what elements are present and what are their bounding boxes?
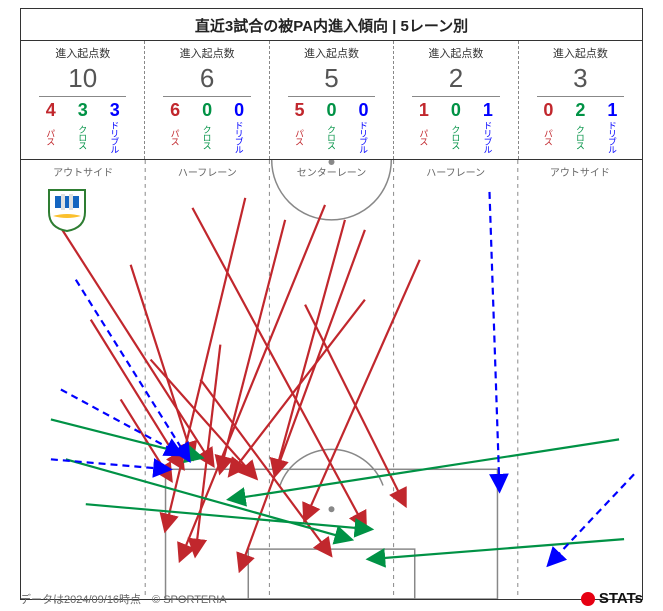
breakdown-item: 0 クロス (445, 101, 467, 153)
lane-breakdown: 6 パス 0 クロス 0 ドリブル (145, 101, 268, 153)
footer-right-text: STATs (599, 590, 643, 607)
arrow-pass (91, 320, 183, 468)
lane-column: 進入起点数 10 4 パス 3 クロス 3 ドリブル (21, 41, 145, 159)
breakdown-label: ドリブル (357, 121, 370, 153)
breakdown-label: ドリブル (606, 121, 619, 153)
lane-name-label: ハーフレーン (394, 164, 518, 179)
lanes-header: 進入起点数104パス3クロス3ドリブル進入起点数66パス0クロス0ドリブル進入起… (21, 40, 642, 159)
breakdown-item: 2 クロス (569, 101, 591, 153)
arrow-pass (275, 220, 345, 474)
lane-labels-row: アウトサイドハーフレーンセンターレーンハーフレーンアウトサイド (21, 164, 642, 179)
breakdown-value: 0 (451, 101, 461, 119)
breakdown-item: 1 パス (413, 101, 435, 153)
breakdown-value: 1 (607, 101, 617, 119)
lane-metric-label: 進入起点数 (21, 45, 144, 61)
breakdown-label: パス (293, 121, 306, 153)
breakdown-item: 6 パス (164, 101, 186, 153)
breakdown-value: 3 (110, 101, 120, 119)
lane-column: 進入起点数 5 5 パス 0 クロス 0 ドリブル (270, 41, 394, 159)
lane-breakdown: 5 パス 0 クロス 0 ドリブル (270, 101, 393, 153)
lane-metric-label: 進入起点数 (519, 45, 642, 61)
breakdown-item: 4 パス (40, 101, 62, 153)
breakdown-label: クロス (574, 121, 587, 153)
arrow-pass (195, 345, 220, 555)
arrow-cross (86, 504, 370, 529)
pitch-area: アウトサイドハーフレーンセンターレーンハーフレーンアウトサイド (21, 159, 642, 599)
footer: データは2024/09/16時点 © SPORTERIA STATs (20, 590, 643, 607)
arrow-dribble (549, 474, 634, 564)
breakdown-value: 5 (295, 101, 305, 119)
breakdown-value: 2 (575, 101, 585, 119)
lane-name-label: ハーフレーン (145, 164, 269, 179)
lane-metric-label: 進入起点数 (145, 45, 268, 61)
breakdown-label: クロス (449, 121, 462, 153)
lane-metric-label: 進入起点数 (394, 45, 517, 61)
breakdown-item: 1 ドリブル (601, 101, 623, 153)
breakdown-label: パス (542, 121, 555, 153)
lane-total: 6 (163, 63, 250, 97)
breakdown-item: 3 ドリブル (104, 101, 126, 153)
breakdown-item: 0 パス (537, 101, 559, 153)
lane-breakdown: 4 パス 3 クロス 3 ドリブル (21, 101, 144, 153)
breakdown-label: クロス (76, 121, 89, 153)
arrow-dribble (51, 459, 169, 469)
lane-total: 3 (537, 63, 624, 97)
lane-column: 進入起点数 3 0 パス 2 クロス 1 ドリブル (519, 41, 642, 159)
breakdown-value: 1 (483, 101, 493, 119)
lane-column: 進入起点数 6 6 パス 0 クロス 0 ドリブル (145, 41, 269, 159)
breakdown-value: 0 (543, 101, 553, 119)
lane-total: 10 (39, 63, 126, 97)
lane-name-label: アウトサイド (518, 164, 642, 179)
breakdown-label: クロス (201, 121, 214, 153)
breakdown-label: クロス (325, 121, 338, 153)
breakdown-value: 1 (419, 101, 429, 119)
breakdown-label: パス (169, 121, 182, 153)
lane-total: 5 (288, 63, 375, 97)
breakdown-item: 0 ドリブル (353, 101, 375, 153)
lane-column: 進入起点数 2 1 パス 0 クロス 1 ドリブル (394, 41, 518, 159)
arrow-dribble (61, 389, 181, 454)
team-crest-icon (47, 188, 87, 232)
breakdown-item: 0 クロス (321, 101, 343, 153)
arrow-cross (66, 459, 350, 539)
arrow-dribble (489, 192, 499, 489)
breakdown-value: 4 (46, 101, 56, 119)
breakdown-label: ドリブル (233, 121, 246, 153)
footer-logo: STATs (581, 590, 643, 607)
breakdown-value: 3 (78, 101, 88, 119)
breakdown-item: 1 ドリブル (477, 101, 499, 153)
breakdown-label: パス (417, 121, 430, 153)
footer-left-text: データは2024/09/16時点 © SPORTERIA (20, 591, 227, 607)
breakdown-value: 0 (359, 101, 369, 119)
breakdown-label: ドリブル (481, 121, 494, 153)
j-dot-icon (581, 592, 595, 606)
lane-name-label: アウトサイド (21, 164, 145, 179)
lane-total: 2 (412, 63, 499, 97)
breakdown-value: 0 (327, 101, 337, 119)
breakdown-value: 6 (170, 101, 180, 119)
breakdown-value: 0 (202, 101, 212, 119)
lane-name-label: センターレーン (269, 164, 393, 179)
breakdown-item: 3 クロス (72, 101, 94, 153)
lane-breakdown: 0 パス 2 クロス 1 ドリブル (519, 101, 642, 153)
chart-title: 直近3試合の被PA内進入傾向 | 5レーン別 (21, 9, 642, 40)
breakdown-value: 0 (234, 101, 244, 119)
breakdown-item: 0 ドリブル (228, 101, 250, 153)
breakdown-item: 5 パス (289, 101, 311, 153)
breakdown-item: 0 クロス (196, 101, 218, 153)
pitch-svg (21, 160, 642, 599)
lane-breakdown: 1 パス 0 クロス 1 ドリブル (394, 101, 517, 153)
breakdown-label: ドリブル (108, 121, 121, 153)
arrow-dribble (76, 280, 189, 460)
lane-metric-label: 進入起点数 (270, 45, 393, 61)
breakdown-label: パス (44, 121, 57, 153)
chart-container: 直近3試合の被PA内進入傾向 | 5レーン別 進入起点数104パス3クロス3ドリ… (20, 8, 643, 600)
